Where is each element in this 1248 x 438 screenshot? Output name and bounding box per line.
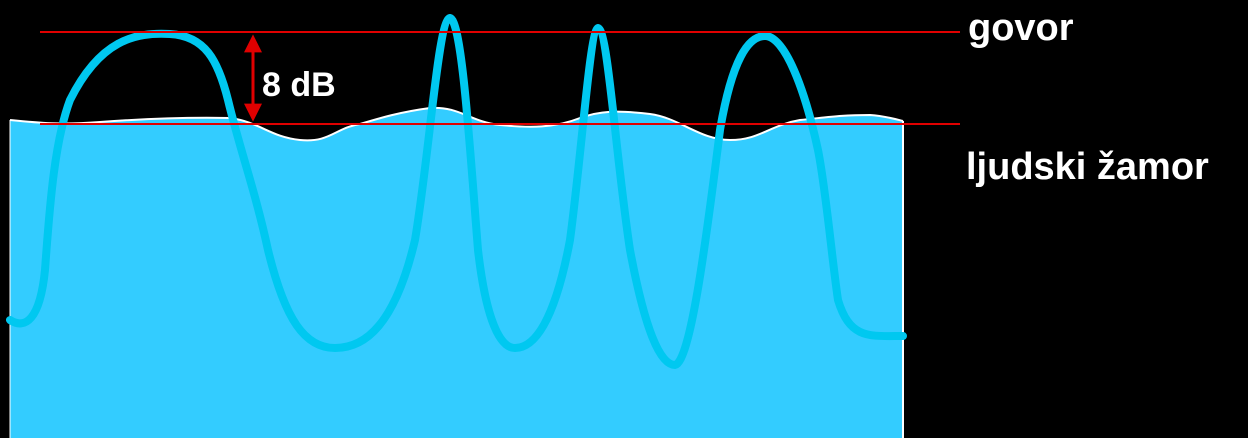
gap-label: 8 dB [262,66,336,104]
speech-waveform [6,14,907,369]
noise-label: ljudski žamor [966,146,1209,188]
speech-label: govor [968,7,1074,49]
babble-noise-area [10,107,903,438]
